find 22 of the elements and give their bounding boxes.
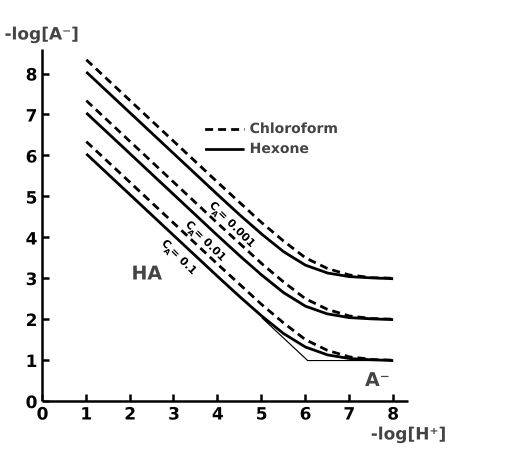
y-tick-label: 5 — [26, 188, 38, 208]
annotation: HA — [132, 262, 162, 284]
y-tick-label: 3 — [26, 270, 38, 290]
y-tick-label: 4 — [26, 229, 38, 250]
x-tick-label: 5 — [256, 404, 268, 424]
x-tick-label: 2 — [124, 404, 136, 424]
x-tick-label: 4 — [212, 404, 224, 424]
x-tick-label: 3 — [168, 404, 180, 424]
y-axis-title: -log[A⁻] — [4, 24, 79, 44]
legend-label: Hexone — [250, 141, 309, 157]
x-axis-title: -log[H⁺] — [370, 424, 446, 444]
x-tick-label: 6 — [300, 404, 312, 424]
y-tick-label: 8 — [26, 66, 38, 86]
legend-label: Chloroform — [250, 121, 338, 137]
y-tick-label: 7 — [26, 106, 38, 126]
annotation: A⁻ — [365, 368, 390, 391]
y-tick-label: 6 — [26, 147, 38, 168]
x-tick-label: 1 — [80, 404, 92, 424]
y-tick-label: 2 — [26, 311, 38, 332]
x-tick-label: 7 — [343, 404, 356, 424]
x-tick-label: 8 — [387, 404, 400, 424]
y-tick-label: 1 — [26, 352, 38, 372]
